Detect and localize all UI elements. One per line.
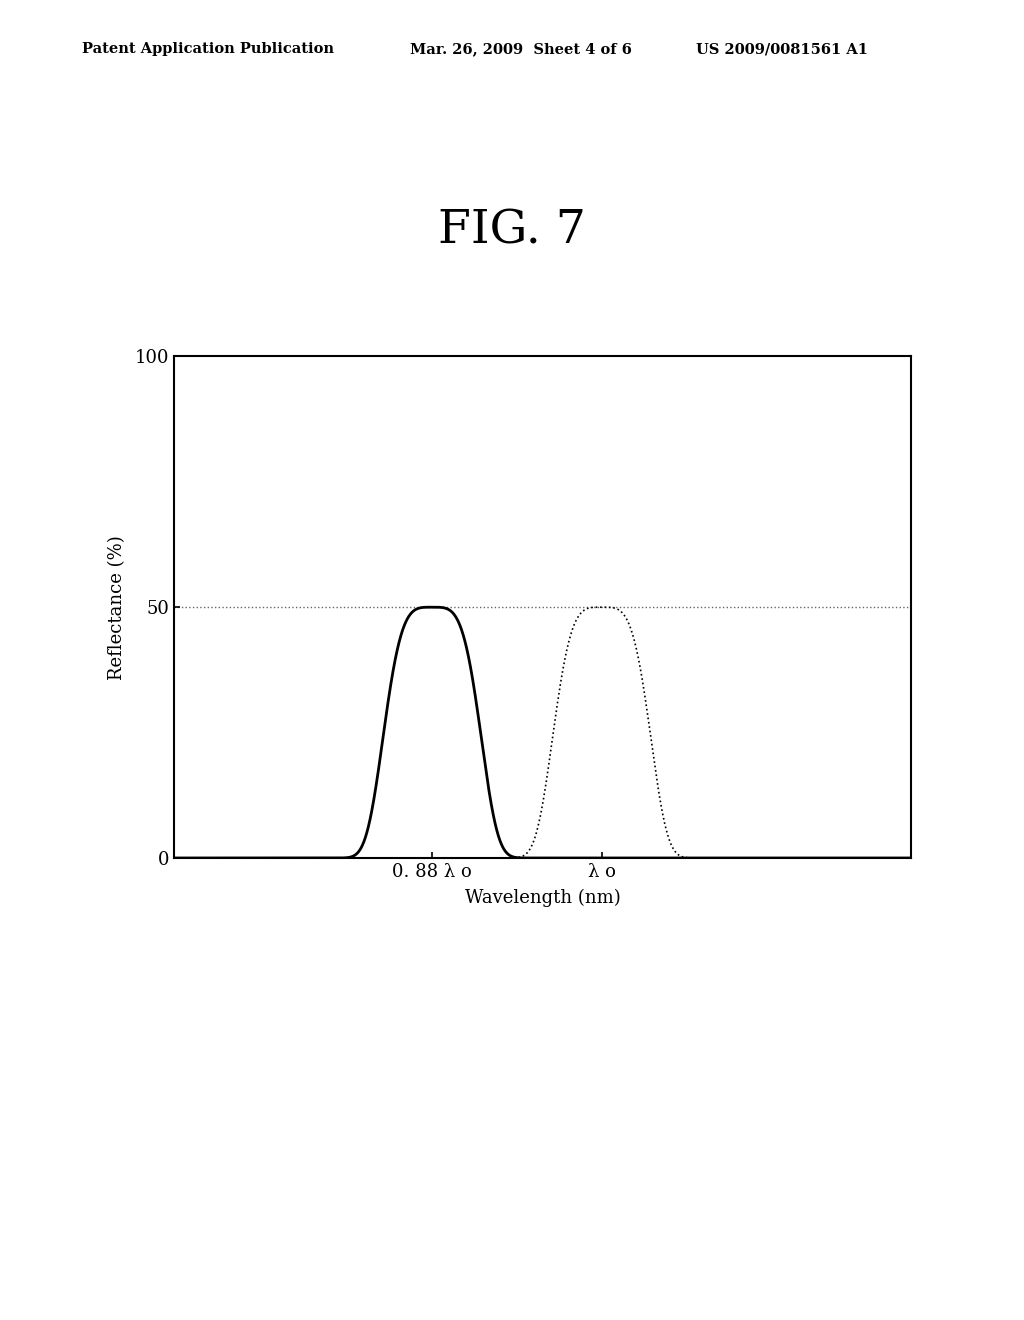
Text: US 2009/0081561 A1: US 2009/0081561 A1 — [696, 42, 868, 57]
Text: Mar. 26, 2009  Sheet 4 of 6: Mar. 26, 2009 Sheet 4 of 6 — [410, 42, 632, 57]
X-axis label: Wavelength (nm): Wavelength (nm) — [465, 890, 621, 907]
Y-axis label: Reflectance (%): Reflectance (%) — [109, 535, 126, 680]
Text: Patent Application Publication: Patent Application Publication — [82, 42, 334, 57]
Text: FIG. 7: FIG. 7 — [438, 209, 586, 253]
